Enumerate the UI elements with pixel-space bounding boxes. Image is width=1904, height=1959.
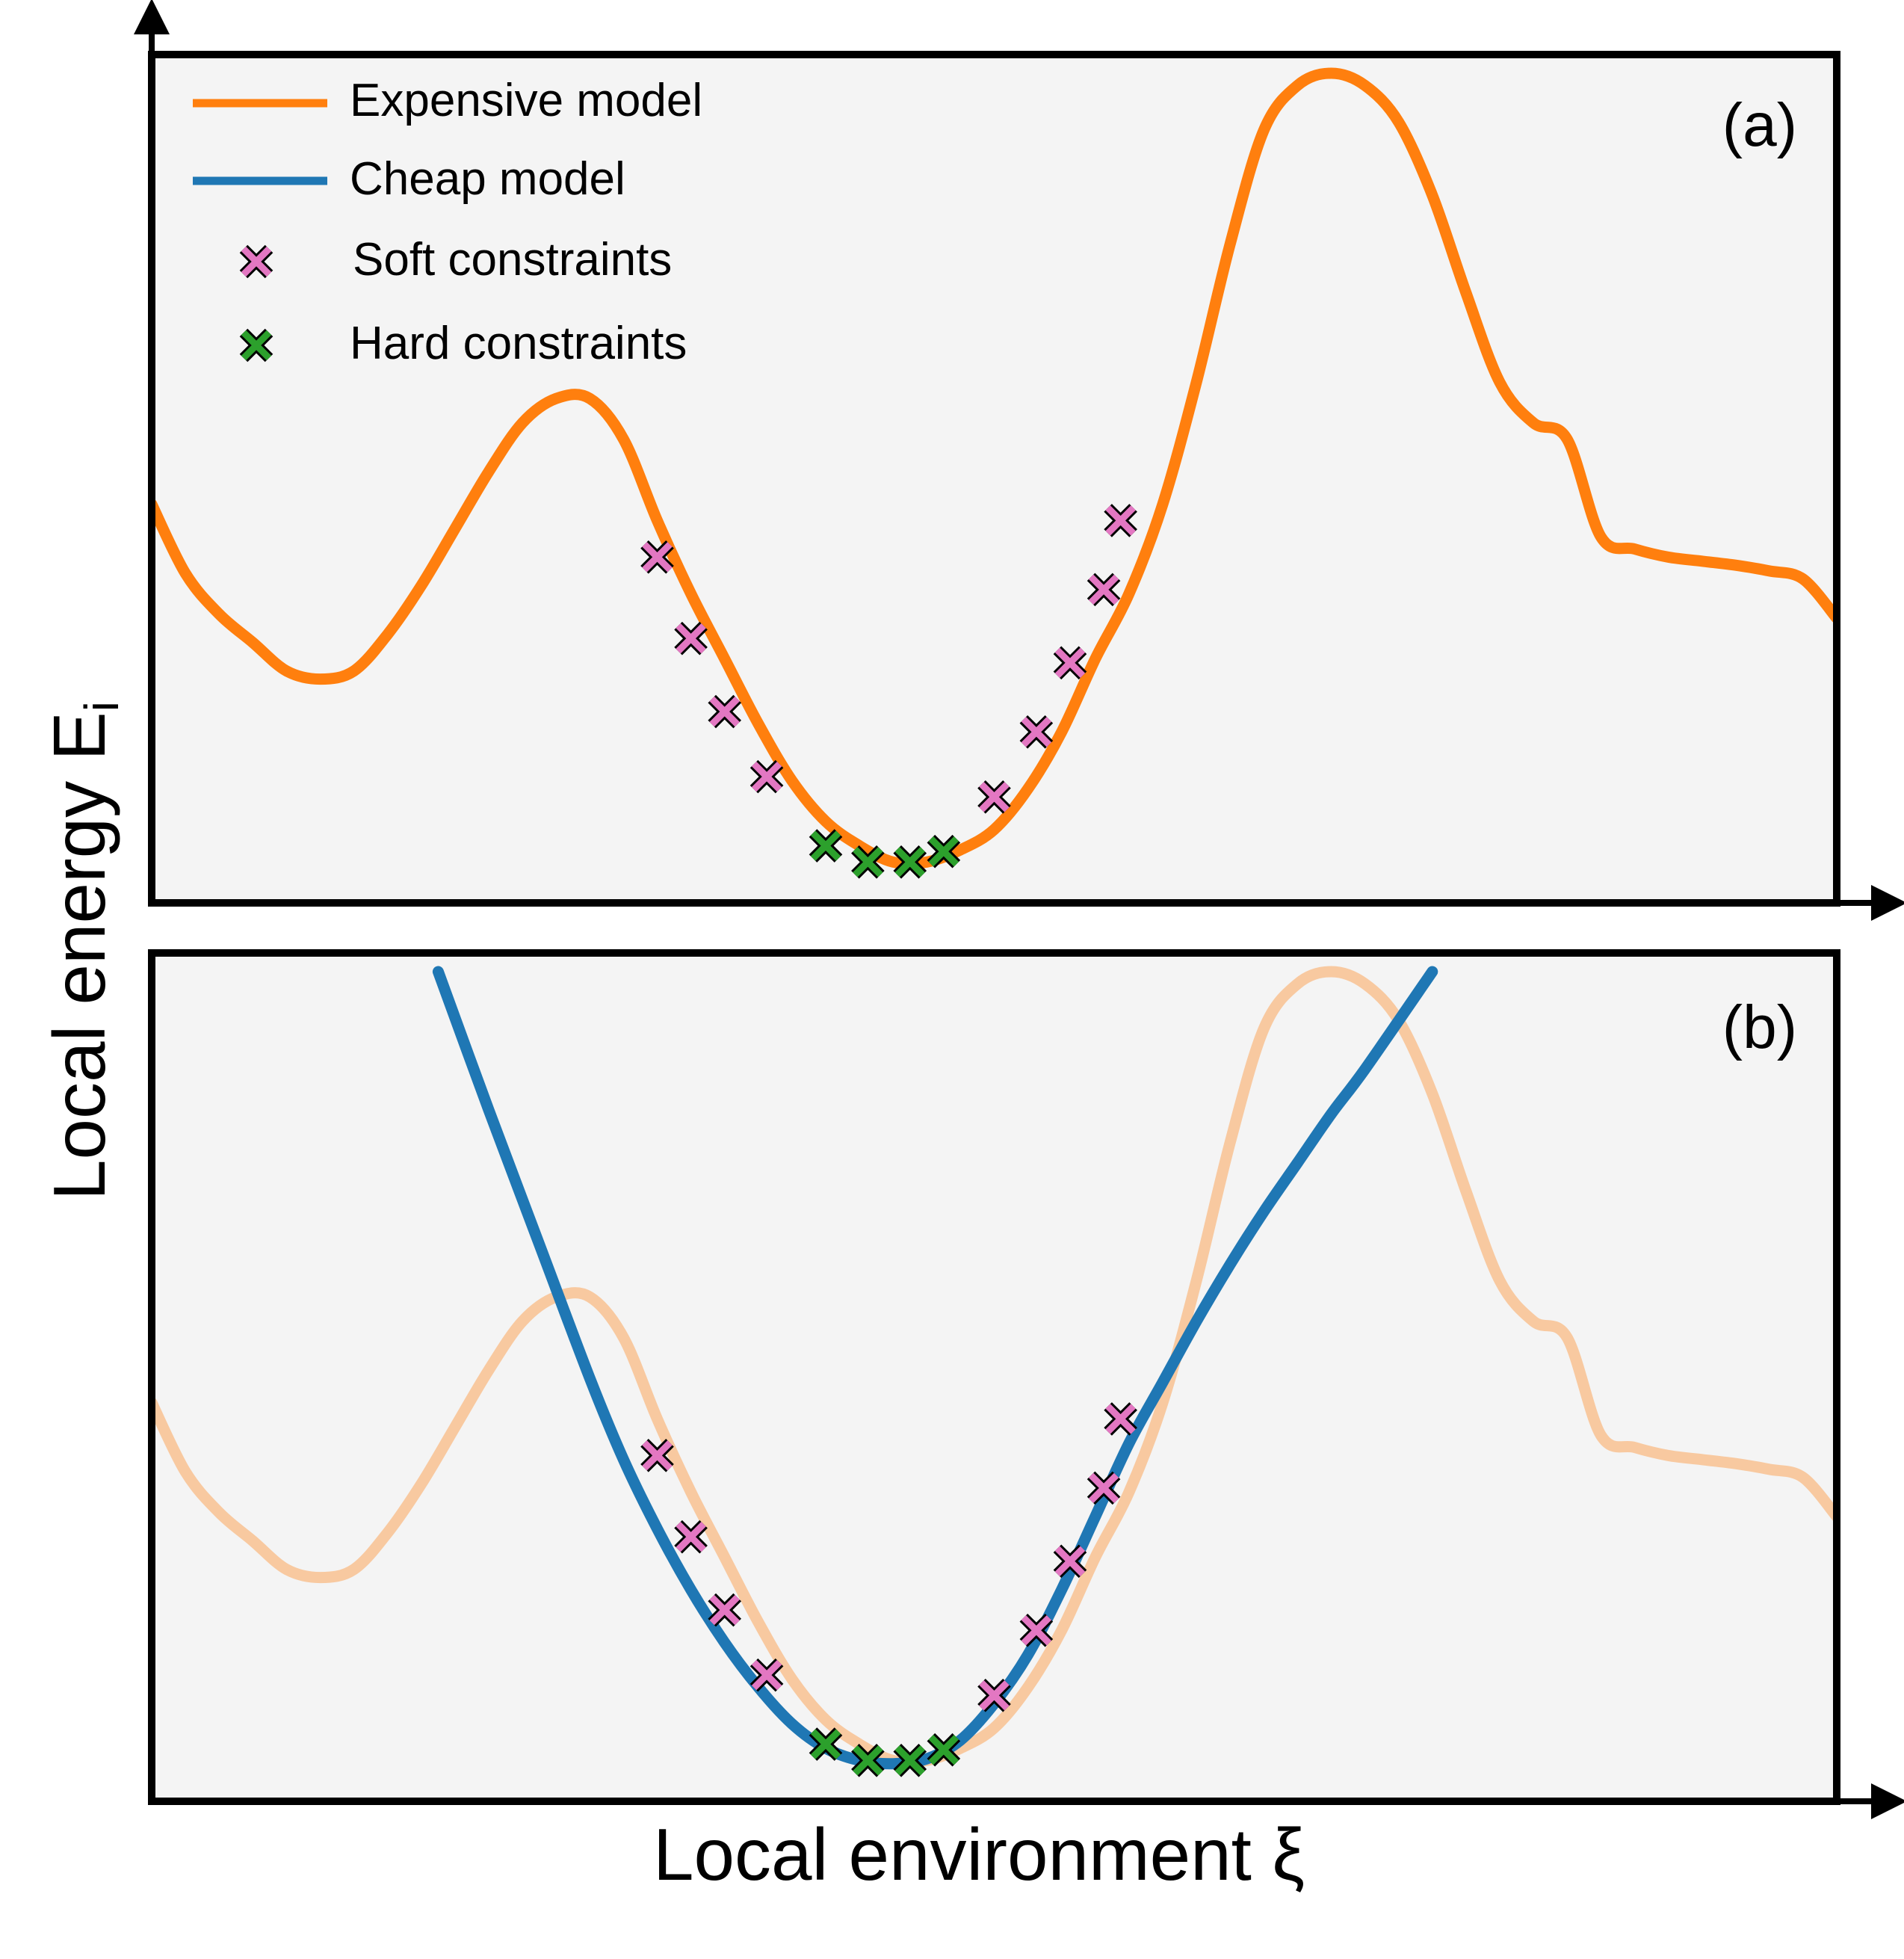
expensive-model-line-a <box>152 67 1837 870</box>
hard-constraint-marker <box>927 1733 961 1767</box>
hard-constraint-marker <box>927 834 961 869</box>
hard-constraints-b <box>809 1727 961 1777</box>
soft-constraint-marker <box>674 621 708 655</box>
soft-constraint-marker <box>1019 1613 1054 1647</box>
soft-constraint-marker <box>977 780 1011 814</box>
soft-constraint-marker <box>1053 1544 1087 1579</box>
soft-constraints-a <box>640 504 1137 814</box>
legend: Expensive model Cheap model Soft constra… <box>193 75 702 369</box>
soft-constraint-marker <box>708 1593 742 1627</box>
panel-b-label: (b) <box>1722 993 1797 1061</box>
soft-constraint-marker <box>640 540 674 574</box>
soft-constraint-marker <box>749 1658 784 1692</box>
hard-constraint-marker <box>851 1744 885 1777</box>
soft-constraint-marker <box>749 759 784 794</box>
hard-constraint-marker <box>893 1744 927 1777</box>
legend-label-hard: Hard constraints <box>350 318 687 369</box>
y-axis-label-subscript: i <box>75 701 129 712</box>
y-axis-label-main: Local energy E <box>38 712 120 1200</box>
legend-soft-cross-icon <box>239 244 273 279</box>
soft-constraint-marker <box>674 1520 708 1554</box>
hard-constraint-marker <box>809 1727 843 1761</box>
panel-a-label: (a) <box>1722 91 1797 159</box>
soft-constraint-marker <box>1104 1402 1137 1436</box>
soft-constraint-marker <box>640 1439 674 1472</box>
soft-constraint-marker <box>1053 646 1087 680</box>
legend-label-soft: Soft constraints <box>353 234 672 286</box>
legend-label-cheap: Cheap model <box>350 153 625 205</box>
legend-marker-soft <box>239 244 273 279</box>
panel-b <box>152 966 1837 1777</box>
panel-b-background <box>152 953 1837 1801</box>
soft-constraint-marker <box>1087 1471 1121 1505</box>
hard-constraints-a <box>809 829 961 879</box>
legend-hard-cross-icon <box>239 328 273 363</box>
soft-constraint-marker <box>708 694 742 729</box>
legend-label-expensive: Expensive model <box>350 75 702 126</box>
soft-constraint-marker <box>1019 715 1054 749</box>
y-axis-label: Local energy Ei <box>38 701 129 1200</box>
soft-constraints-b <box>640 1402 1137 1712</box>
panel-a <box>152 67 1837 879</box>
soft-constraint-marker <box>977 1679 1011 1712</box>
legend-marker-hard <box>239 328 273 363</box>
soft-constraint-marker <box>1104 504 1137 537</box>
hard-constraint-marker <box>809 829 843 863</box>
soft-constraint-marker <box>1087 573 1121 607</box>
panel-a-background <box>152 55 1837 903</box>
expensive-model-line-b-faded <box>152 966 1837 1768</box>
hard-constraint-marker <box>893 845 927 879</box>
x-axis-label: Local environment ξ <box>653 1813 1305 1895</box>
hard-constraint-marker <box>851 845 885 879</box>
